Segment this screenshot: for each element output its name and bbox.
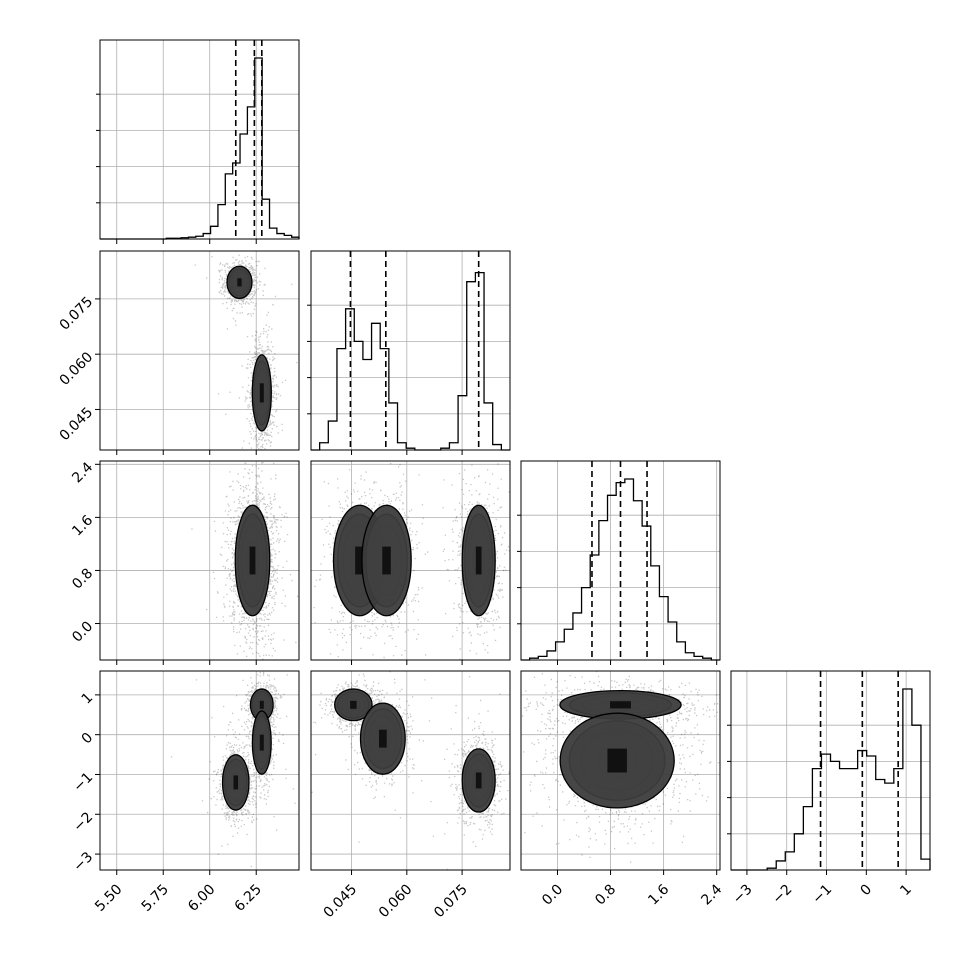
ytick-label-2-0: 0.0 xyxy=(69,618,96,645)
scatter-content-2-0 xyxy=(191,462,299,660)
ytick-label-1-1: 0.060 xyxy=(57,349,97,389)
scatter-panel-2-0 xyxy=(99,460,300,661)
density-peak-1-0-1 xyxy=(259,383,264,403)
density-peak-3-1-2 xyxy=(475,772,482,789)
histogram-0 xyxy=(100,57,300,240)
hist-frame-0 xyxy=(99,39,300,240)
xtick-label-0-1: 5.75 xyxy=(139,881,172,914)
xtick-label-3-3: 0 xyxy=(857,881,875,899)
scatter-frame-1-0 xyxy=(99,250,300,451)
scatter-frame-3-2 xyxy=(520,670,721,871)
ytick-label-3-3: 0 xyxy=(79,730,97,748)
xtick-label-3-4: 1 xyxy=(897,881,915,899)
density-peak-3-2-1 xyxy=(607,748,627,773)
ytick-label-2-2: 1.6 xyxy=(69,512,96,539)
scatter-panel-3-0 xyxy=(99,670,300,871)
xtick-label-2-3: 2.4 xyxy=(698,881,725,908)
scatter-frame-3-1 xyxy=(310,670,511,871)
ytick-label-3-4: 1 xyxy=(79,690,97,708)
scatter-points-2-1 xyxy=(313,463,510,660)
density-peak-2-1-1 xyxy=(382,546,391,575)
hist-panel-3 xyxy=(727,670,931,871)
scatter-panel-1-0 xyxy=(99,250,300,451)
scatter-frame-3-0 xyxy=(99,670,300,871)
xtick-label-0-2: 6.00 xyxy=(185,881,218,914)
scatter-frame-2-1 xyxy=(310,460,511,661)
scatter-content-2-1 xyxy=(313,463,510,660)
density-peak-2-1-0 xyxy=(355,546,365,575)
density-peak-2-0-0 xyxy=(249,546,256,575)
density-peak-3-0-0 xyxy=(259,700,264,709)
xtick-label-3-2: −1 xyxy=(809,881,835,907)
xtick-label-0-3: 6.25 xyxy=(232,881,265,914)
scatter-frame-2-0 xyxy=(99,460,300,661)
scatter-points-3-2 xyxy=(521,671,720,863)
density-peak-1-0-0 xyxy=(237,278,242,287)
ytick-label-3-1: −2 xyxy=(70,809,96,835)
ytick-label-3-2: −1 xyxy=(70,769,96,795)
scatter-content-3-0 xyxy=(170,671,296,867)
hist-frame-1 xyxy=(310,250,511,451)
hist-frame-3 xyxy=(730,670,931,871)
hist-panel-1 xyxy=(307,250,511,451)
xtick-label-1-2: 0.075 xyxy=(431,881,471,921)
histogram-3 xyxy=(731,688,931,871)
scatter-panel-3-2 xyxy=(520,670,721,871)
ytick-label-2-3: 2.4 xyxy=(69,459,96,486)
xtick-label-2-2: 1.6 xyxy=(645,881,672,908)
density-peak-2-1-2 xyxy=(475,546,482,575)
scatter-panel-2-1 xyxy=(310,460,511,661)
ytick-label-1-0: 0.045 xyxy=(57,404,97,444)
xtick-label-3-1: −2 xyxy=(770,881,796,907)
hist-panel-0 xyxy=(96,39,300,240)
hist-panel-2 xyxy=(517,460,721,661)
ytick-label-3-0: −3 xyxy=(70,849,96,875)
xtick-label-2-1: 0.8 xyxy=(592,881,619,908)
xtick-label-1-1: 0.060 xyxy=(376,881,416,921)
hist-frame-2 xyxy=(520,460,721,661)
density-peak-3-1-0 xyxy=(350,700,357,709)
histogram-1 xyxy=(311,271,510,451)
density-peak-3-2-0 xyxy=(610,701,631,709)
scatter-panel-3-1 xyxy=(310,670,511,871)
xtick-label-3-0: −3 xyxy=(730,881,756,907)
scatter-content-3-1 xyxy=(311,671,510,870)
scatter-content-1-0 xyxy=(194,251,298,450)
xtick-label-2-0: 0.0 xyxy=(539,881,566,908)
scatter-content-3-2 xyxy=(521,671,720,863)
ytick-label-1-2: 0.075 xyxy=(57,294,97,334)
xtick-label-0-0: 5.50 xyxy=(92,881,125,914)
density-peak-3-0-2 xyxy=(233,775,239,790)
density-peak-3-0-1 xyxy=(259,734,264,751)
ytick-label-2-1: 0.8 xyxy=(69,565,96,592)
xtick-label-1-0: 0.045 xyxy=(321,881,361,921)
density-peak-3-1-1 xyxy=(378,729,387,748)
